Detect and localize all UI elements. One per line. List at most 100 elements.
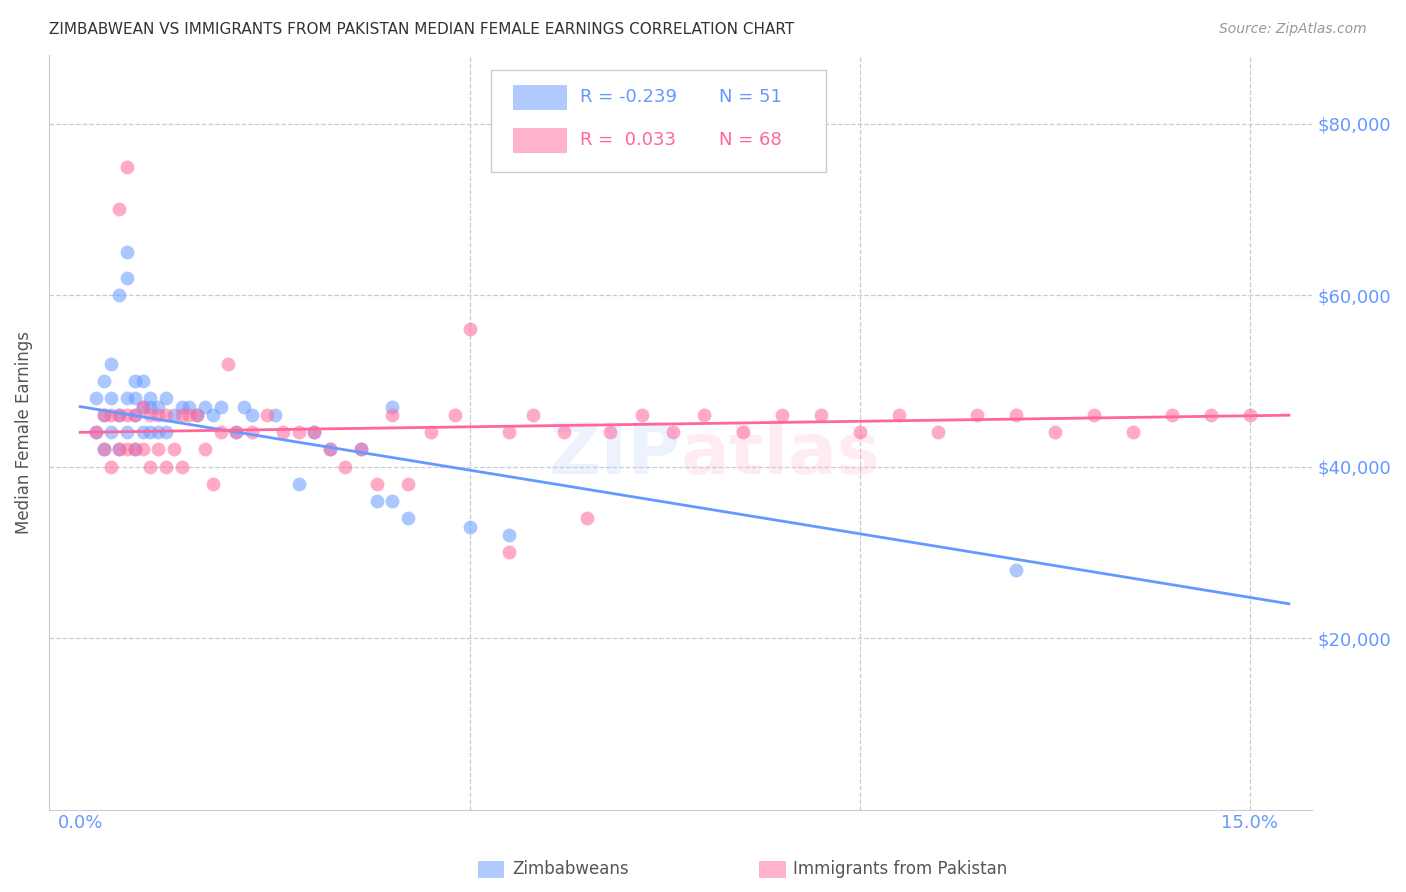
Point — [124, 442, 146, 457]
Point — [179, 408, 201, 422]
Point — [810, 408, 832, 422]
Point — [170, 400, 193, 414]
Point — [108, 408, 131, 422]
Point — [302, 425, 325, 440]
Point — [108, 202, 131, 217]
Text: Zimbabweans: Zimbabweans — [512, 860, 628, 878]
Point — [553, 425, 575, 440]
Point — [100, 425, 122, 440]
Point — [287, 425, 309, 440]
Point — [186, 408, 208, 422]
Point — [264, 408, 287, 422]
Point — [93, 374, 115, 388]
Point — [233, 400, 256, 414]
Point — [100, 408, 122, 422]
Point — [319, 442, 342, 457]
Point — [319, 442, 342, 457]
Point — [240, 408, 263, 422]
Point — [93, 442, 115, 457]
Point — [381, 400, 404, 414]
Point — [108, 408, 131, 422]
Point — [170, 459, 193, 474]
Point — [271, 425, 294, 440]
Y-axis label: Median Female Earnings: Median Female Earnings — [15, 331, 32, 533]
Point — [498, 545, 520, 559]
Point — [124, 442, 146, 457]
Point — [163, 408, 186, 422]
Point — [225, 425, 247, 440]
Point — [146, 425, 169, 440]
Point — [84, 425, 107, 440]
Point — [146, 442, 169, 457]
Point — [458, 519, 481, 533]
Point — [849, 425, 872, 440]
Point — [733, 425, 755, 440]
Text: N = 51: N = 51 — [718, 87, 782, 105]
Point — [396, 476, 419, 491]
Point — [966, 408, 988, 422]
Point — [100, 391, 122, 405]
Point — [302, 425, 325, 440]
Point — [443, 408, 465, 422]
Point — [350, 442, 373, 457]
Point — [131, 442, 153, 457]
Point — [131, 425, 153, 440]
Point — [108, 288, 131, 302]
Text: R = -0.239: R = -0.239 — [579, 87, 676, 105]
Point — [115, 271, 138, 285]
Point — [146, 408, 169, 422]
Point — [1161, 408, 1184, 422]
Point — [201, 408, 224, 422]
Point — [209, 400, 232, 414]
Point — [522, 408, 544, 422]
Point — [194, 400, 217, 414]
Point — [84, 391, 107, 405]
Point — [124, 391, 146, 405]
Point — [155, 391, 177, 405]
Point — [131, 374, 153, 388]
Point — [139, 425, 162, 440]
Point — [630, 408, 652, 422]
Point — [186, 408, 208, 422]
Point — [115, 442, 138, 457]
Point — [139, 459, 162, 474]
Point — [201, 476, 224, 491]
Point — [458, 322, 481, 336]
Point — [194, 442, 217, 457]
Text: R =  0.033: R = 0.033 — [579, 131, 676, 149]
Point — [108, 442, 131, 457]
Point — [93, 408, 115, 422]
Point — [124, 408, 146, 422]
Point — [498, 528, 520, 542]
Point — [366, 494, 388, 508]
Point — [155, 459, 177, 474]
Point — [287, 476, 309, 491]
FancyBboxPatch shape — [513, 128, 565, 153]
Point — [420, 425, 443, 440]
Point — [139, 400, 162, 414]
Point — [693, 408, 716, 422]
Point — [256, 408, 278, 422]
Point — [93, 408, 115, 422]
Point — [335, 459, 357, 474]
Point — [124, 408, 146, 422]
FancyBboxPatch shape — [513, 85, 565, 109]
Point — [662, 425, 685, 440]
FancyBboxPatch shape — [491, 70, 825, 172]
Point — [155, 425, 177, 440]
Point — [396, 511, 419, 525]
Point — [381, 408, 404, 422]
Point — [1005, 562, 1028, 576]
Point — [131, 400, 153, 414]
Point — [131, 400, 153, 414]
Point — [115, 160, 138, 174]
Text: Immigrants from Pakistan: Immigrants from Pakistan — [793, 860, 1007, 878]
Text: atlas: atlas — [681, 420, 880, 490]
Point — [1005, 408, 1028, 422]
Point — [93, 442, 115, 457]
Point — [115, 425, 138, 440]
Point — [146, 400, 169, 414]
Point — [179, 400, 201, 414]
Point — [1043, 425, 1066, 440]
Text: N = 68: N = 68 — [718, 131, 782, 149]
